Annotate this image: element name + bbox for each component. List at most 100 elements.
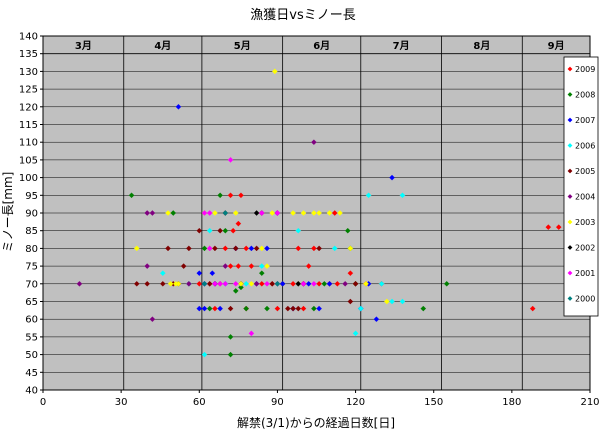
data-point: [217, 305, 223, 312]
data-point: [227, 334, 234, 340]
data-point: [222, 280, 229, 287]
data-point: [186, 280, 192, 287]
data-point: [300, 280, 307, 287]
data-point: [144, 280, 151, 287]
data-point: [149, 210, 156, 216]
data-point: [212, 280, 218, 287]
data-point: [232, 210, 239, 216]
data-point: [316, 305, 322, 312]
data-point: [290, 280, 296, 287]
data-point: [295, 227, 302, 234]
data-point: [290, 305, 296, 312]
data-point: [212, 210, 218, 216]
data-point: [227, 263, 234, 269]
data-point: [170, 210, 177, 216]
y-tick-label: 55: [25, 332, 38, 343]
month-label: 3月: [75, 40, 92, 52]
data-point: [160, 270, 166, 276]
data-point: [217, 192, 223, 199]
data-point: [222, 263, 229, 269]
chart-title: 漁獲日vsミノー長: [250, 8, 355, 23]
legend-marker: [567, 296, 573, 301]
data-point: [222, 227, 229, 234]
y-tick-label: 120: [19, 102, 38, 113]
data-point: [264, 263, 270, 269]
data-point: [248, 280, 255, 287]
data-point: [399, 298, 406, 305]
data-point: [201, 210, 208, 216]
y-tick-label: 40: [25, 386, 38, 397]
data-point: [253, 245, 260, 252]
data-point: [235, 220, 242, 227]
data-point: [274, 305, 281, 312]
legend-entry: 2004: [575, 193, 595, 202]
data-point: [248, 330, 255, 337]
data-point: [357, 305, 364, 312]
data-point: [196, 270, 203, 276]
data-point: [300, 210, 307, 216]
x-tick-label: 0: [40, 397, 46, 408]
data-point: [175, 280, 182, 287]
data-point: [232, 245, 239, 252]
data-point: [258, 245, 265, 252]
y-tick-label: 110: [19, 138, 38, 149]
series-2000: [201, 210, 281, 287]
data-point: [334, 280, 341, 287]
data-point: [217, 280, 223, 287]
data-point: [363, 280, 369, 287]
y-tick-label: 50: [25, 350, 38, 361]
legend-marker: [567, 92, 573, 97]
legend-entry: 2005: [575, 167, 595, 176]
month-bands: 3月 4月 5月 6月 7月 8月 9月: [43, 36, 590, 390]
data-point: [201, 245, 208, 252]
data-point: [258, 280, 265, 287]
data-point: [238, 284, 244, 291]
y-tick-label: 90: [25, 209, 38, 220]
month-label: 8月: [473, 40, 490, 52]
data-point: [305, 280, 312, 287]
y-tick-label: 100: [19, 173, 38, 184]
data-point: [212, 245, 218, 252]
data-point: [305, 263, 312, 269]
data-point: [133, 245, 140, 252]
data-point: [274, 280, 281, 287]
y-tick-label: 135: [19, 49, 38, 60]
legend-marker: [567, 66, 573, 72]
data-point: [243, 280, 249, 287]
x-tick-label: 120: [346, 397, 365, 408]
data-point: [243, 245, 249, 252]
data-point: [258, 210, 265, 216]
data-point: [133, 280, 140, 287]
y-axis-label: ミノー長[mm]: [1, 172, 15, 253]
data-point: [321, 280, 328, 287]
y-tick-label: 75: [25, 262, 38, 273]
data-point: [196, 280, 203, 287]
data-point: [165, 210, 171, 216]
data-point: [258, 263, 265, 269]
data-point: [545, 224, 552, 230]
data-point: [373, 316, 380, 323]
data-point: [342, 280, 348, 287]
data-point: [399, 192, 406, 199]
series-2001: [201, 157, 317, 337]
data-point: [144, 210, 151, 216]
data-point: [316, 210, 322, 216]
data-point: [76, 280, 83, 287]
data-point: [206, 210, 213, 216]
y-tick-label: 115: [19, 120, 38, 131]
month-label: 4月: [154, 40, 171, 52]
data-point: [311, 280, 317, 287]
y-tick-label: 125: [19, 85, 38, 96]
data-point: [443, 280, 450, 287]
data-point: [347, 245, 354, 252]
data-point: [209, 270, 216, 276]
data-point: [201, 305, 208, 312]
data-point: [238, 192, 244, 199]
data-point: [128, 192, 135, 199]
data-point: [555, 224, 562, 230]
month-label: 9月: [548, 40, 565, 52]
data-point: [326, 210, 333, 216]
data-point: [337, 210, 343, 216]
data-point: [149, 316, 156, 323]
legend-entry: 2001: [575, 269, 595, 278]
